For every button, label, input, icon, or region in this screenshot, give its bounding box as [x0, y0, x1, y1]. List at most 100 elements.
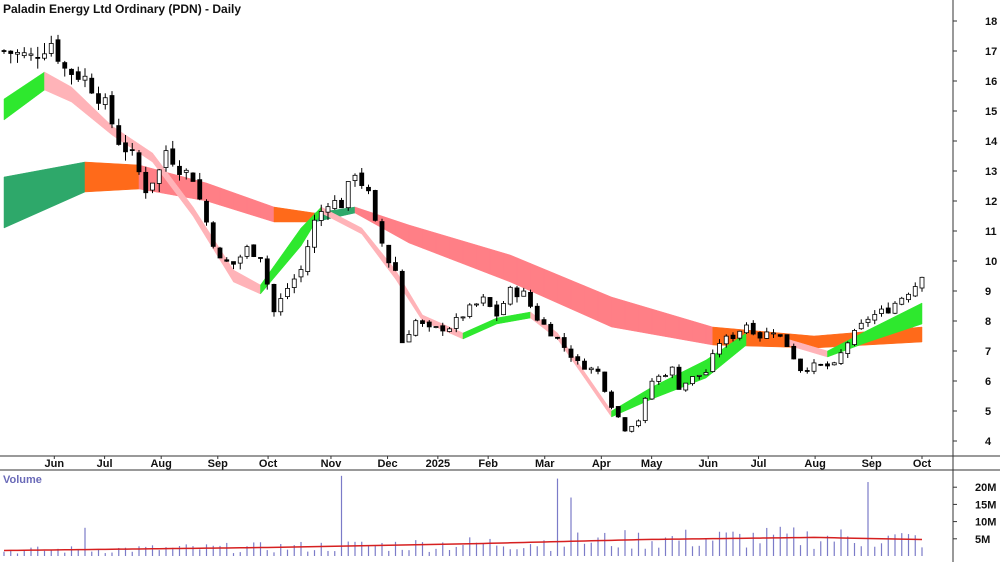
candle-body [906, 293, 911, 301]
ribbon-segment [570, 279, 578, 313]
ribbon-segment [631, 302, 639, 333]
candle-body [649, 380, 655, 400]
candle [798, 358, 803, 373]
ribbon-segment [557, 274, 565, 307]
candle-body [777, 334, 783, 337]
x-tick-label: Sep [862, 458, 882, 470]
candle-body [737, 330, 743, 339]
candle-body [514, 287, 520, 298]
ribbon-segment [98, 162, 106, 192]
candle-body [858, 322, 864, 330]
ribbon-segment [78, 161, 86, 196]
candle [197, 172, 203, 201]
candle-body [48, 43, 54, 54]
candle-body [129, 149, 135, 152]
candle-body [757, 332, 763, 339]
ribbon-segment [456, 238, 464, 265]
candle-body [291, 278, 297, 288]
ribbon-segment [692, 320, 700, 343]
candle-body [480, 296, 486, 304]
candle-body [494, 304, 500, 317]
candle [852, 328, 857, 347]
x-tick-label: Aug [804, 458, 825, 470]
ribbon-segment [510, 314, 518, 322]
candle [129, 142, 135, 156]
candle [75, 66, 81, 82]
candle [750, 320, 756, 336]
candle-body [35, 57, 41, 59]
volume-tick-label: 5M [975, 534, 990, 546]
candle [555, 336, 560, 340]
candle [271, 283, 277, 317]
candle [372, 189, 378, 222]
ribbon-segment [246, 197, 254, 217]
candle-body [366, 186, 371, 192]
ribbon-segment [469, 242, 477, 270]
candle-body [21, 52, 27, 57]
price-tick-label: 17 [985, 46, 997, 58]
ribbon-segment [516, 312, 524, 321]
candle-body [318, 211, 324, 221]
candle [784, 334, 790, 347]
candle [568, 345, 574, 362]
candle-body [690, 376, 695, 385]
ribbon-segment [449, 236, 457, 262]
candle [912, 282, 918, 298]
price-tick-label: 16 [985, 76, 997, 88]
candle [825, 361, 830, 370]
ribbon-segment [523, 311, 531, 320]
candle [804, 367, 810, 374]
candle [386, 244, 392, 268]
candle [264, 255, 270, 290]
ribbon-segment [17, 172, 25, 223]
ribbon-segment [820, 334, 828, 348]
x-tick-label: Apr [592, 458, 612, 470]
price-panel [1, 34, 925, 433]
x-tick-label: Mar [535, 458, 555, 470]
candle [663, 373, 668, 378]
candle [494, 300, 500, 322]
candle [656, 374, 662, 385]
candle-body [717, 343, 722, 355]
candle-body [575, 356, 581, 361]
candle [28, 47, 34, 61]
volume-tick-label: 10M [975, 517, 996, 529]
candle-body [764, 331, 770, 339]
candle-body [339, 199, 344, 209]
ribbon-segment [699, 359, 707, 381]
price-tick-label: 13 [985, 166, 997, 178]
candle [595, 366, 601, 375]
ribbon-segment [597, 291, 605, 325]
x-tick-label: Jun [45, 458, 65, 470]
x-tick-label: Dec [377, 458, 397, 470]
candle-body [204, 200, 209, 223]
ribbon-segment [402, 222, 410, 244]
candle-body [258, 257, 263, 259]
candle-body [136, 152, 142, 173]
ribbon-segment [915, 302, 923, 327]
candle [150, 182, 155, 194]
ribbon-segment [429, 230, 437, 254]
candle [170, 140, 176, 167]
ribbon-segment [496, 250, 504, 280]
volume-panel [3, 475, 923, 556]
candle-body [440, 325, 446, 332]
candle-body [123, 142, 128, 153]
candle-body [615, 406, 621, 418]
x-tick-label: Nov [321, 458, 343, 470]
candle [831, 361, 837, 366]
candle [690, 376, 695, 386]
candle-body [676, 366, 682, 390]
ribbon-segment [496, 316, 504, 325]
candle-body [899, 297, 905, 305]
candle [413, 318, 419, 337]
candle-body [696, 374, 702, 377]
candle-body [656, 375, 662, 382]
candle-body [28, 53, 34, 56]
candle [744, 322, 749, 334]
ribbon-segment [685, 318, 693, 342]
candle [237, 254, 243, 270]
candle-body [730, 334, 736, 339]
candle-body [89, 77, 95, 94]
